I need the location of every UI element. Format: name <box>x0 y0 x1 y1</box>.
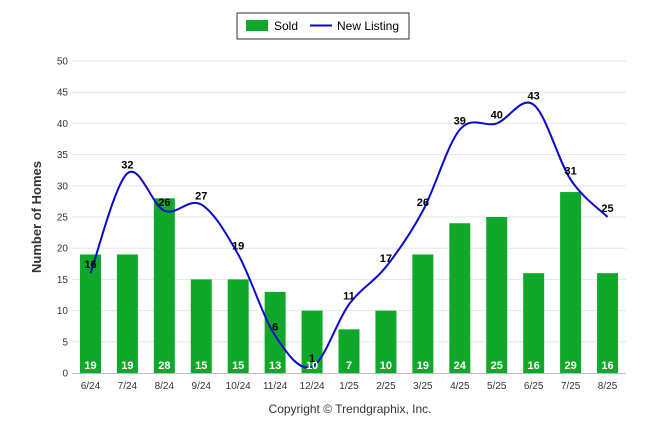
y-tick-label: 50 <box>57 57 69 68</box>
bars <box>79 192 619 373</box>
line-value-label: 11 <box>343 290 355 302</box>
line-value-label: 1 <box>309 353 315 365</box>
bar-value-label: 24 <box>454 360 467 372</box>
y-tick-label: 30 <box>57 181 69 192</box>
x-tick-label: 4/25 <box>450 381 470 392</box>
bar-value-label: 15 <box>195 360 207 372</box>
line-series <box>89 101 609 369</box>
bar-value-label: 19 <box>121 360 133 372</box>
bar-value-label: 19 <box>84 360 96 372</box>
line-value-label: 27 <box>195 191 207 203</box>
y-tick-label: 20 <box>57 244 69 255</box>
line-value-label: 43 <box>528 91 540 103</box>
x-tick-label: 10/24 <box>226 381 251 392</box>
line-value-label: 19 <box>232 240 244 252</box>
x-tick-label: 1/25 <box>339 381 359 392</box>
bar <box>190 279 212 373</box>
new-listing-line <box>89 101 609 369</box>
line-value-label: 32 <box>121 159 133 171</box>
copyright-text: Copyright © Trendgraphix, Inc. <box>269 402 432 416</box>
bar-value-label: 16 <box>601 360 613 372</box>
legend-new-listing-label: New Listing <box>337 19 399 33</box>
y-tick-label: 25 <box>57 213 69 224</box>
line-value-label: 40 <box>491 109 503 121</box>
legend: Sold New Listing <box>236 12 410 40</box>
x-tick-label: 3/25 <box>413 381 433 392</box>
y-axis-label: Number of Homes <box>29 161 44 273</box>
x-tick-label: 6/24 <box>81 381 101 392</box>
y-tick-label: 10 <box>57 306 69 317</box>
bar <box>375 310 397 373</box>
x-tick-label: 12/24 <box>300 381 325 392</box>
line-value-label: 17 <box>380 253 392 265</box>
bar <box>486 217 508 373</box>
bar-value-label: 29 <box>564 360 576 372</box>
line-value-label: 26 <box>417 197 429 209</box>
legend-sold-label: Sold <box>274 19 298 33</box>
data-labels: 19 19 28 15 15 13 10 7 10 19 24 25 16 29 16 16 32 26 27 19 6… <box>84 91 613 372</box>
bar <box>227 279 249 373</box>
x-tick-label: 2/25 <box>376 381 396 392</box>
bar-value-label: 28 <box>158 360 170 372</box>
line-value-label: 26 <box>158 197 170 209</box>
legend-sold-swatch <box>246 20 268 31</box>
bar-value-label: 25 <box>491 360 503 372</box>
bar-value-label: 15 <box>232 360 244 372</box>
x-tick-label: 8/24 <box>155 381 175 392</box>
bar-value-label: 10 <box>306 360 318 372</box>
x-tick-label: 7/25 <box>561 381 581 392</box>
y-tick-label: 15 <box>57 275 69 286</box>
bar <box>338 329 360 373</box>
bar <box>301 310 323 373</box>
line-value-label: 16 <box>84 259 96 271</box>
bar <box>153 198 175 373</box>
x-tick-label: 5/25 <box>487 381 507 392</box>
line-value-label: 25 <box>601 203 613 215</box>
y-tick-label: 0 <box>62 369 68 380</box>
bar <box>523 273 545 373</box>
bar-value-label: 10 <box>380 360 392 372</box>
y-tick-label: 5 <box>62 337 68 348</box>
x-tick-label: 7/24 <box>118 381 138 392</box>
bar <box>449 223 471 373</box>
bar <box>597 273 619 373</box>
line-value-label: 39 <box>454 116 466 128</box>
x-tick-label: 6/25 <box>524 381 544 392</box>
bar <box>560 192 582 373</box>
bar-value-label: 19 <box>417 360 429 372</box>
bar <box>116 254 138 373</box>
x-tick-label: 8/25 <box>598 381 618 392</box>
bar <box>264 291 286 373</box>
axes: 0 5 10 15 20 25 30 35 40 45 50 6/24 7/24 8/24 9/24 10/2… <box>57 57 626 392</box>
y-tick-label: 35 <box>57 150 69 161</box>
bar <box>412 254 434 373</box>
bar <box>79 254 101 373</box>
line-value-label: 6 <box>272 322 278 334</box>
bar-value-label: 13 <box>269 360 281 372</box>
line-value-label: 31 <box>564 166 576 178</box>
y-tick-label: 45 <box>57 88 69 99</box>
bar-value-label: 7 <box>346 360 352 372</box>
bar-value-label: 16 <box>528 360 540 372</box>
y-tick-label: 40 <box>57 119 69 130</box>
x-tick-label: 11/24 <box>263 381 288 392</box>
x-tick-label: 9/24 <box>192 381 212 392</box>
